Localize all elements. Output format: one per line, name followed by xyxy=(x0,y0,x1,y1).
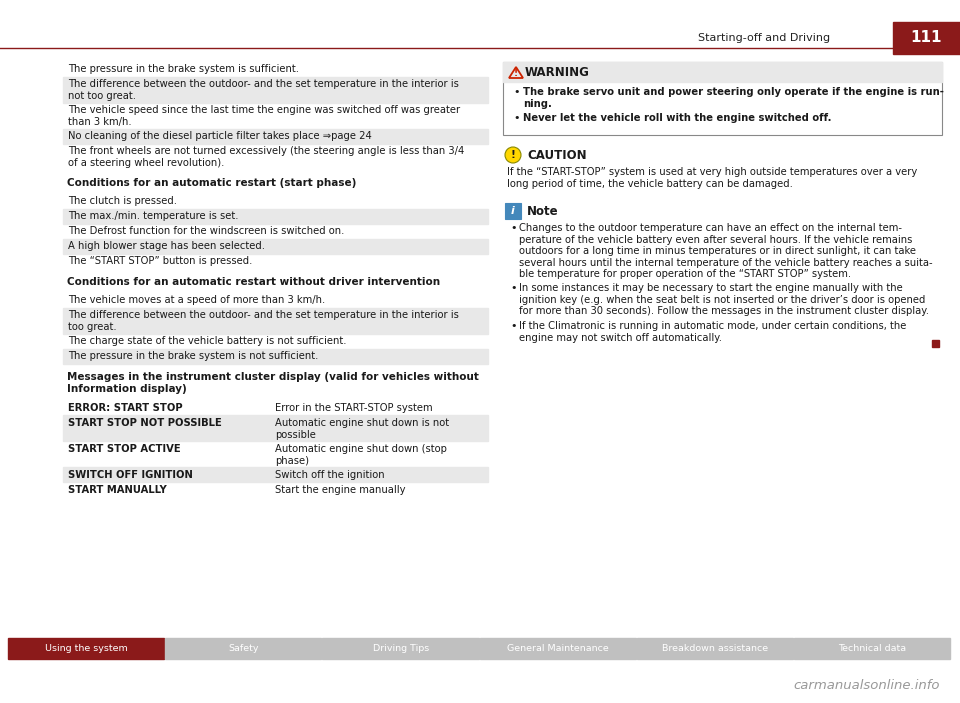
Bar xyxy=(893,22,960,54)
Text: •: • xyxy=(510,223,516,233)
Text: Starting-off and Driving: Starting-off and Driving xyxy=(698,33,830,43)
Text: The max./min. temperature is set.: The max./min. temperature is set. xyxy=(68,211,238,221)
Bar xyxy=(794,638,950,659)
Text: The difference between the outdoor- and the set temperature in the interior is
t: The difference between the outdoor- and … xyxy=(68,310,459,332)
Bar xyxy=(505,203,521,219)
Bar xyxy=(165,638,322,659)
Text: Safety: Safety xyxy=(228,644,259,653)
Text: i: i xyxy=(511,206,515,216)
Bar xyxy=(503,62,942,135)
Bar xyxy=(63,308,488,334)
Text: The charge state of the vehicle battery is not sufficient.: The charge state of the vehicle battery … xyxy=(68,336,347,346)
Text: CAUTION: CAUTION xyxy=(527,149,587,162)
Text: Switch off the ignition: Switch off the ignition xyxy=(275,470,385,480)
Bar xyxy=(63,239,488,254)
Text: The “START STOP” button is pressed.: The “START STOP” button is pressed. xyxy=(68,256,252,266)
Text: General Maintenance: General Maintenance xyxy=(507,644,609,653)
Text: Breakdown assistance: Breakdown assistance xyxy=(662,644,768,653)
Bar xyxy=(63,349,488,364)
Text: START STOP NOT POSSIBLE: START STOP NOT POSSIBLE xyxy=(68,418,222,428)
Text: A high blower stage has been selected.: A high blower stage has been selected. xyxy=(68,241,265,251)
Text: The Defrost function for the windscreen is switched on.: The Defrost function for the windscreen … xyxy=(68,226,345,236)
Text: !: ! xyxy=(511,150,516,160)
Text: The pressure in the brake system is sufficient.: The pressure in the brake system is suff… xyxy=(68,64,299,74)
Text: The brake servo unit and power steering only operate if the engine is run-
ning.: The brake servo unit and power steering … xyxy=(523,87,944,108)
Text: 111: 111 xyxy=(910,30,942,46)
Text: If the “START-STOP” system is used at very high outside temperatures over a very: If the “START-STOP” system is used at ve… xyxy=(507,167,917,188)
Text: carmanualsonline.info: carmanualsonline.info xyxy=(794,679,940,692)
Text: SWITCH OFF IGNITION: SWITCH OFF IGNITION xyxy=(68,470,193,480)
Bar xyxy=(63,467,488,482)
Bar xyxy=(323,638,478,659)
Text: •: • xyxy=(513,113,519,123)
Text: Messages in the instrument cluster display (valid for vehicles without
Informati: Messages in the instrument cluster displ… xyxy=(67,372,479,394)
Text: •: • xyxy=(513,87,519,97)
Bar xyxy=(8,638,164,659)
Text: No cleaning of the diesel particle filter takes place ⇒page 24: No cleaning of the diesel particle filte… xyxy=(68,131,372,141)
Bar xyxy=(932,340,939,347)
Text: In some instances it may be necessary to start the engine manually with the
igni: In some instances it may be necessary to… xyxy=(519,283,929,316)
Text: The clutch is pressed.: The clutch is pressed. xyxy=(68,196,177,206)
Text: •: • xyxy=(510,283,516,293)
Bar xyxy=(63,129,488,144)
Text: Start the engine manually: Start the engine manually xyxy=(275,485,405,495)
Text: Using the system: Using the system xyxy=(45,644,128,653)
Text: Conditions for an automatic restart without driver intervention: Conditions for an automatic restart with… xyxy=(67,277,440,287)
Text: WARNING: WARNING xyxy=(525,66,589,79)
Text: ERROR: START STOP: ERROR: START STOP xyxy=(68,403,182,413)
Bar xyxy=(63,209,488,224)
Bar xyxy=(636,638,793,659)
Circle shape xyxy=(505,147,521,163)
Text: The difference between the outdoor- and the set temperature in the interior is
n: The difference between the outdoor- and … xyxy=(68,79,459,101)
Text: Driving Tips: Driving Tips xyxy=(372,644,429,653)
Text: The front wheels are not turned excessively (the steering angle is less than 3/4: The front wheels are not turned excessiv… xyxy=(68,146,465,167)
Text: Never let the vehicle roll with the engine switched off.: Never let the vehicle roll with the engi… xyxy=(523,113,831,123)
Text: Conditions for an automatic restart (start phase): Conditions for an automatic restart (sta… xyxy=(67,178,356,188)
Text: START MANUALLY: START MANUALLY xyxy=(68,485,167,495)
Text: Automatic engine shut down (stop
phase): Automatic engine shut down (stop phase) xyxy=(275,444,446,465)
Text: Automatic engine shut down is not
possible: Automatic engine shut down is not possib… xyxy=(275,418,449,439)
Text: Error in the START-STOP system: Error in the START-STOP system xyxy=(275,403,433,413)
Text: Changes to the outdoor temperature can have an effect on the internal tem-
perat: Changes to the outdoor temperature can h… xyxy=(519,223,932,279)
Bar xyxy=(479,638,636,659)
Bar xyxy=(63,77,488,103)
Text: !: ! xyxy=(514,68,518,77)
Text: •: • xyxy=(510,321,516,331)
Bar xyxy=(503,62,942,82)
Text: Note: Note xyxy=(527,205,559,218)
Bar xyxy=(63,415,488,441)
Text: The vehicle moves at a speed of more than 3 km/h.: The vehicle moves at a speed of more tha… xyxy=(68,295,325,305)
Text: If the Climatronic is running in automatic mode, under certain conditions, the
e: If the Climatronic is running in automat… xyxy=(519,321,906,342)
Text: Technical data: Technical data xyxy=(838,644,906,653)
Text: The vehicle speed since the last time the engine was switched off was greater
th: The vehicle speed since the last time th… xyxy=(68,105,460,127)
Text: The pressure in the brake system is not sufficient.: The pressure in the brake system is not … xyxy=(68,351,319,361)
Text: START STOP ACTIVE: START STOP ACTIVE xyxy=(68,444,180,454)
